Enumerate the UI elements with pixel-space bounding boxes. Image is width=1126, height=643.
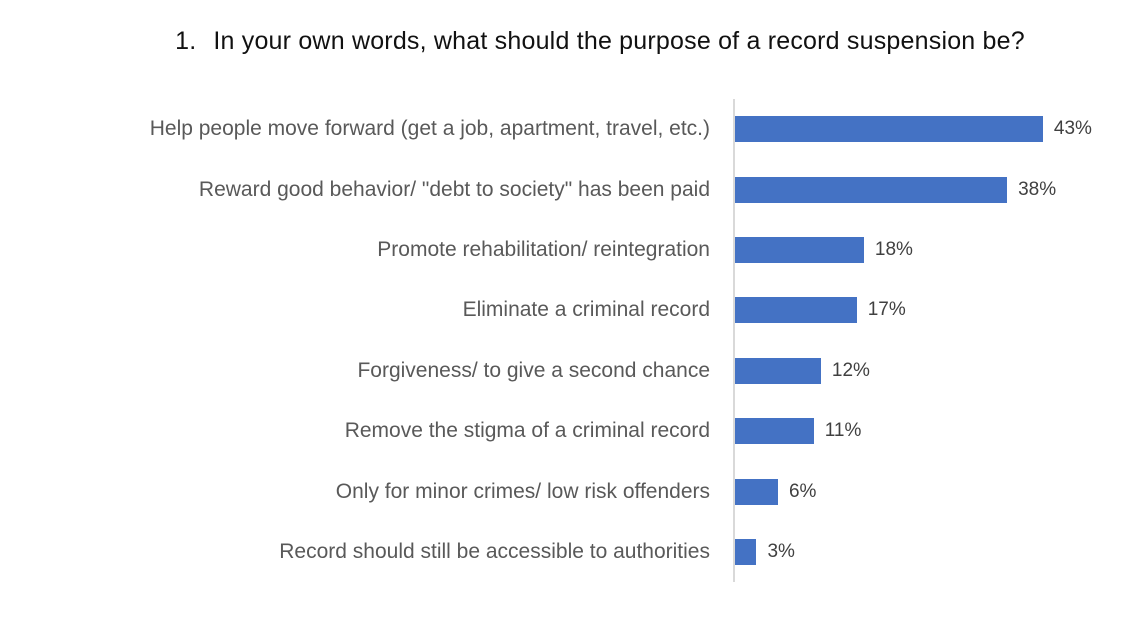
bar — [735, 176, 1008, 203]
value-label: 18% — [874, 238, 913, 260]
chart-row: Record should still be accessible to aut… — [0, 522, 1126, 582]
category-label: Promote rehabilitation/ reintegration — [377, 237, 710, 261]
value-label: 12% — [831, 359, 870, 381]
value-label: 38% — [1018, 178, 1057, 200]
category-label: Record should still be accessible to aut… — [279, 539, 710, 563]
chart-title-number: 1. — [175, 27, 197, 55]
bar — [735, 236, 864, 263]
chart-title-text: In your own words, what should the purpo… — [213, 27, 1025, 55]
chart-row: Promote rehabilitation/ reintegration 18% — [0, 220, 1126, 280]
bar-chart: Help people move forward (get a job, apa… — [0, 99, 1126, 582]
chart-row: Eliminate a criminal record 17% — [0, 280, 1126, 340]
chart-row: Remove the stigma of a criminal record 11… — [0, 401, 1126, 461]
bar-wrap: 3% — [735, 538, 795, 565]
value-label: 17% — [867, 299, 906, 321]
y-axis-line — [733, 99, 735, 582]
value-label: 43% — [1053, 118, 1092, 140]
category-label: Forgiveness/ to give a second chance — [357, 358, 710, 382]
bar-wrap: 38% — [735, 176, 1057, 203]
category-label: Eliminate a criminal record — [462, 298, 710, 322]
category-label: Only for minor crimes/ low risk offender… — [335, 479, 710, 503]
value-label: 11% — [824, 420, 862, 442]
category-label: Remove the stigma of a criminal record — [344, 419, 710, 443]
chart-row: Help people move forward (get a job, apa… — [0, 99, 1126, 159]
bar — [735, 478, 778, 505]
bar — [735, 297, 857, 324]
chart-title: 1. In your own words, what should the pur… — [0, 27, 1126, 56]
value-label: 6% — [788, 480, 817, 502]
chart-row: Only for minor crimes/ low risk offender… — [0, 461, 1126, 521]
bar-wrap: 18% — [735, 236, 913, 263]
bar — [735, 116, 1043, 143]
category-label: Reward good behavior/ "debt to society" … — [198, 177, 710, 201]
category-label: Help people move forward (get a job, apa… — [149, 117, 710, 141]
bar-wrap: 12% — [735, 357, 870, 384]
chart-row: Reward good behavior/ "debt to society" … — [0, 159, 1126, 219]
value-label: 3% — [767, 540, 795, 562]
bar-wrap: 43% — [735, 116, 1092, 143]
bar-wrap: 17% — [735, 297, 906, 324]
bar-wrap: 6% — [735, 478, 817, 505]
bar — [735, 357, 821, 384]
bar — [735, 418, 814, 445]
bar — [735, 538, 757, 565]
bar-wrap: 11% — [735, 418, 862, 445]
chart-row: Forgiveness/ to give a second chance 12% — [0, 341, 1126, 401]
